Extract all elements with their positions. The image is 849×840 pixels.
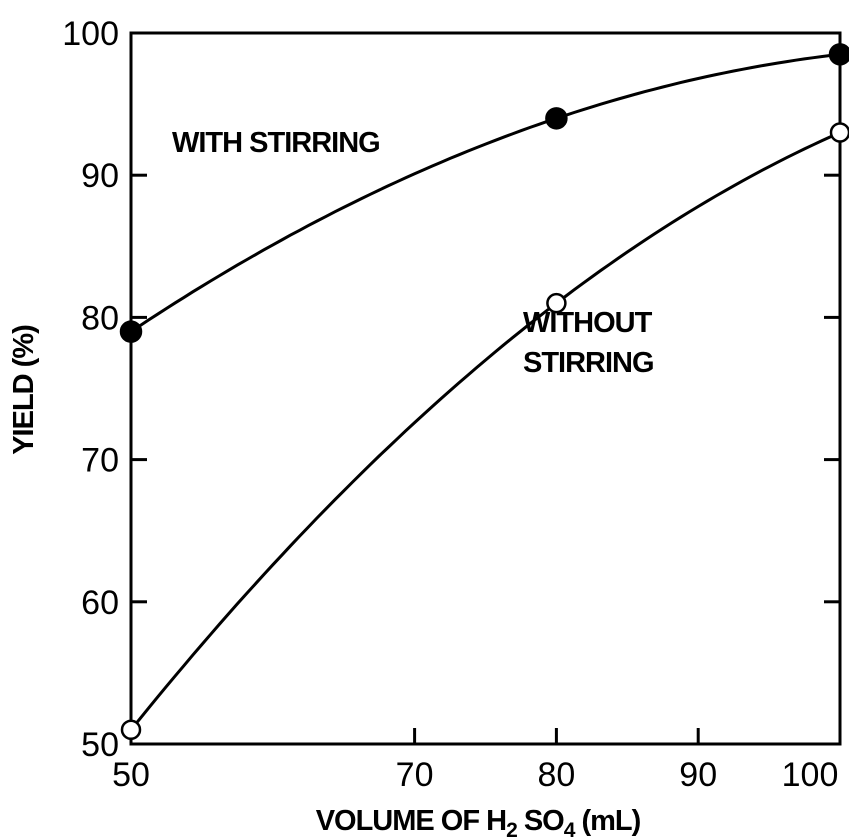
x-tick-label: 80 xyxy=(537,756,575,794)
point-with-stirring xyxy=(119,320,143,343)
y-tick-label: 70 xyxy=(81,442,119,480)
point-without-stirring xyxy=(546,292,567,314)
y-axis-title: YIELD (%) xyxy=(8,325,40,455)
series-line-with-stirring xyxy=(130,52,841,333)
y-tick-label: 100 xyxy=(62,15,119,53)
plot-border xyxy=(129,31,842,746)
x-tick-label: 50 xyxy=(112,756,150,794)
point-without-stirring xyxy=(829,122,849,143)
point-with-stirring xyxy=(828,43,849,66)
y-tick-label: 90 xyxy=(81,157,119,195)
x-tick-label: 100 xyxy=(782,756,839,794)
series-markers xyxy=(119,43,849,741)
point-with-stirring xyxy=(545,107,568,130)
y-tick-label: 50 xyxy=(81,726,119,764)
series-curves xyxy=(129,52,841,731)
annotation-without-stirring-line2: STIRRING xyxy=(523,347,654,379)
annotation-without-stirring-line1: WITHOUT xyxy=(523,307,653,339)
plot-frame xyxy=(129,31,842,746)
annotation-with-stirring: WITH STIRRING xyxy=(172,127,380,159)
y-tick-label: 80 xyxy=(81,299,119,337)
y-tick-label: 60 xyxy=(81,584,119,622)
point-without-stirring xyxy=(120,719,142,741)
x-tick-label: 90 xyxy=(679,756,717,794)
x-tick-label: 70 xyxy=(396,756,434,794)
series-line-without-stirring xyxy=(129,131,841,731)
axis-ticks: 50 60 70 80 90 100 50 70 80 90 100 xyxy=(62,15,842,794)
x-axis-title: VOLUME OF H2 SO4 (mL) xyxy=(316,805,641,840)
